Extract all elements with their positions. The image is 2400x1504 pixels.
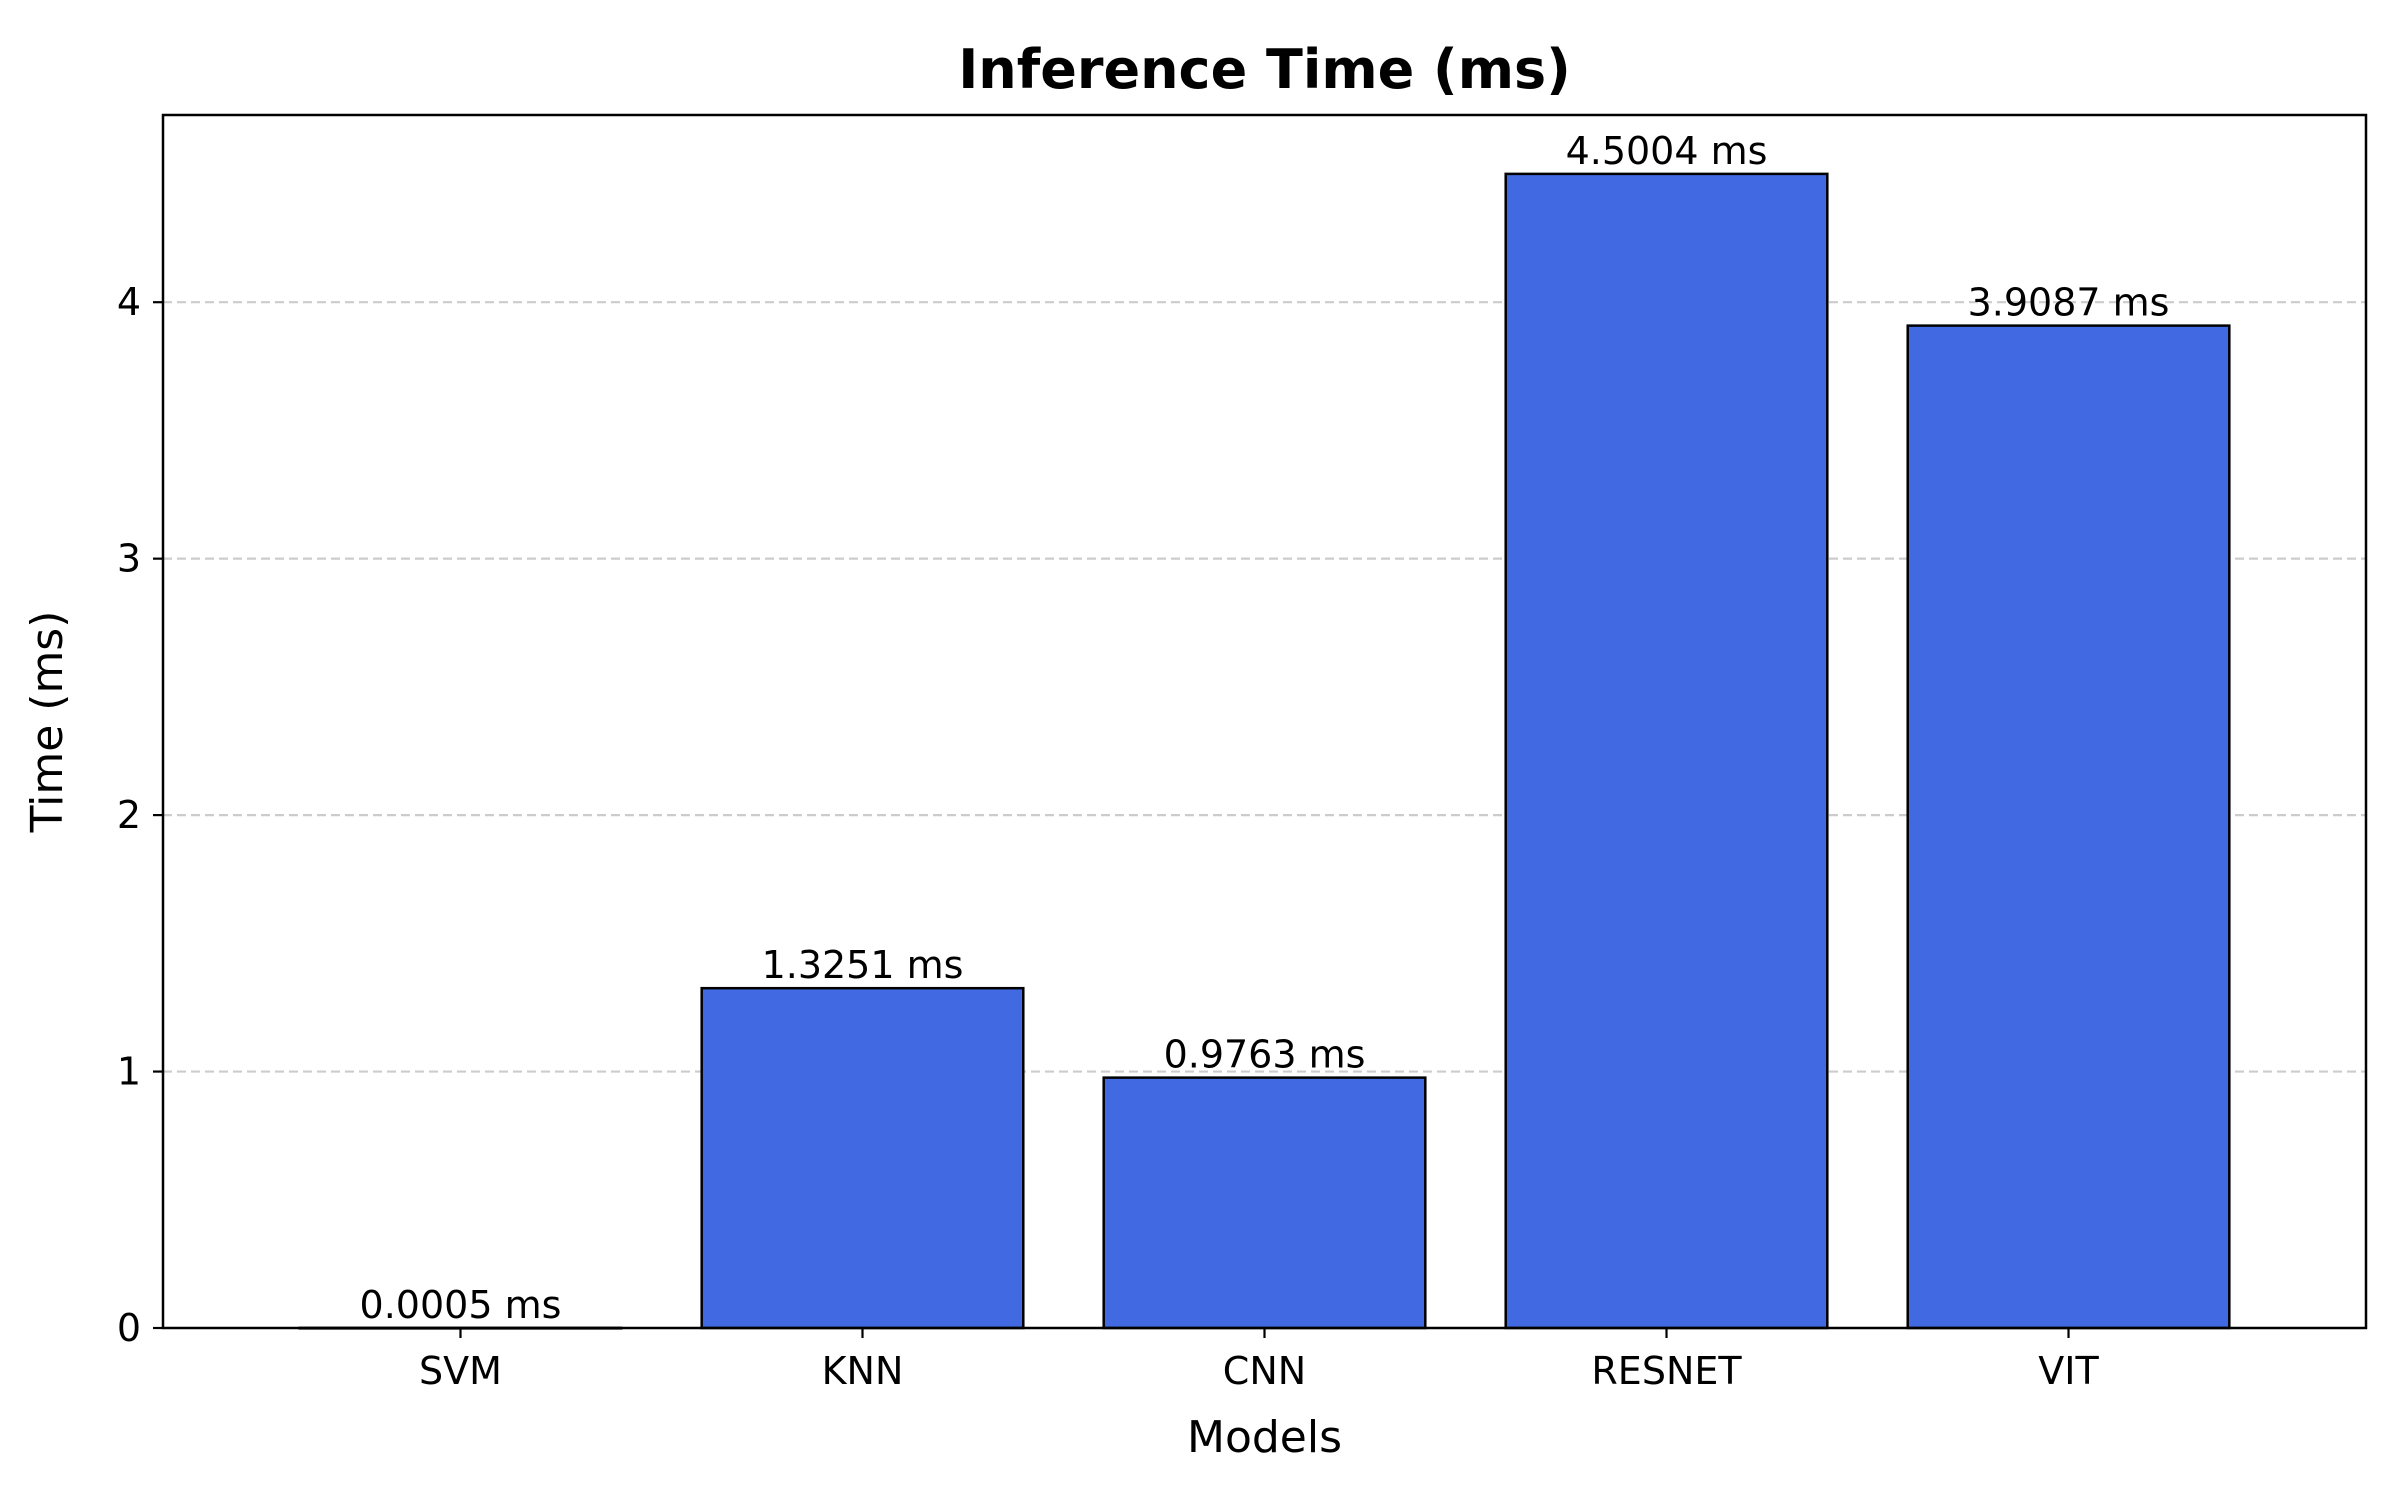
y-tick-label: 3 [117, 537, 141, 581]
data-label-resnet: 4.5004 ms [1566, 129, 1768, 173]
data-label-svm: 0.0005 ms [360, 1283, 562, 1327]
data-labels: 0.0005 ms 1.3251 ms 0.9763 ms 4.5004 ms 3.90… [360, 129, 2170, 1327]
bars [298, 172, 2231, 1330]
data-label-cnn: 0.9763 ms [1164, 1033, 1366, 1077]
y-tick-label: 0 [117, 1306, 141, 1350]
x-tick-label-vit: VIT [2038, 1349, 2099, 1393]
bar-knn [700, 986, 1025, 1330]
x-tick-label-cnn: CNN [1223, 1349, 1306, 1393]
data-label-vit: 3.9087 ms [1968, 281, 2170, 325]
axis-ticks: SVM KNN CNN RESNET VIT 0 1 2 3 4 [117, 280, 2100, 1393]
x-axis-label: Models [1187, 1412, 1342, 1463]
bar-cnn [1102, 1076, 1427, 1330]
y-tick-label: 4 [117, 280, 141, 324]
data-label-knn: 1.3251 ms [762, 943, 964, 987]
bar-resnet [1504, 172, 1829, 1330]
y-axis-label: Time (ms) [22, 611, 73, 834]
x-tick-label-resnet: RESNET [1591, 1349, 1742, 1393]
x-tick-label-knn: KNN [822, 1349, 904, 1393]
chart-title: Inference Time (ms) [958, 38, 1571, 101]
y-tick-label: 2 [117, 793, 141, 837]
x-tick-label-svm: SVM [419, 1349, 502, 1393]
bar-vit [1906, 324, 2231, 1330]
y-tick-label: 1 [117, 1050, 141, 1094]
